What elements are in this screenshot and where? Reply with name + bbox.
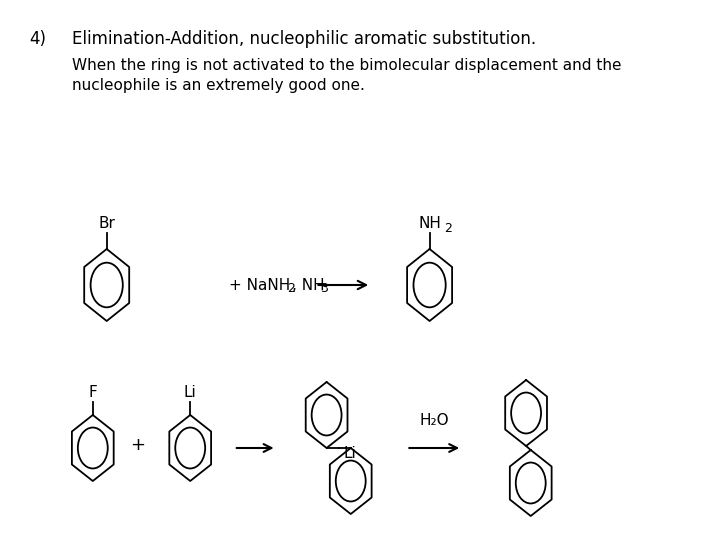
Text: nucleophile is an extremely good one.: nucleophile is an extremely good one.	[73, 78, 365, 93]
Text: 2: 2	[444, 222, 452, 235]
Text: 4): 4)	[30, 30, 47, 48]
Text: H₂O: H₂O	[420, 413, 449, 428]
Text: NH: NH	[418, 216, 441, 231]
Text: Br: Br	[98, 216, 115, 231]
Text: Li: Li	[184, 385, 197, 400]
Text: Elimination-Addition, nucleophilic aromatic substitution.: Elimination-Addition, nucleophilic aroma…	[73, 30, 536, 48]
Text: + NaNH: + NaNH	[229, 278, 290, 293]
Text: , NH: , NH	[292, 278, 325, 293]
Text: 2: 2	[287, 282, 294, 295]
Text: 3: 3	[320, 282, 328, 295]
Text: +: +	[130, 436, 145, 454]
Text: Li: Li	[343, 446, 356, 461]
Text: When the ring is not activated to the bimolecular displacement and the: When the ring is not activated to the bi…	[73, 58, 622, 73]
Text: F: F	[89, 385, 97, 400]
